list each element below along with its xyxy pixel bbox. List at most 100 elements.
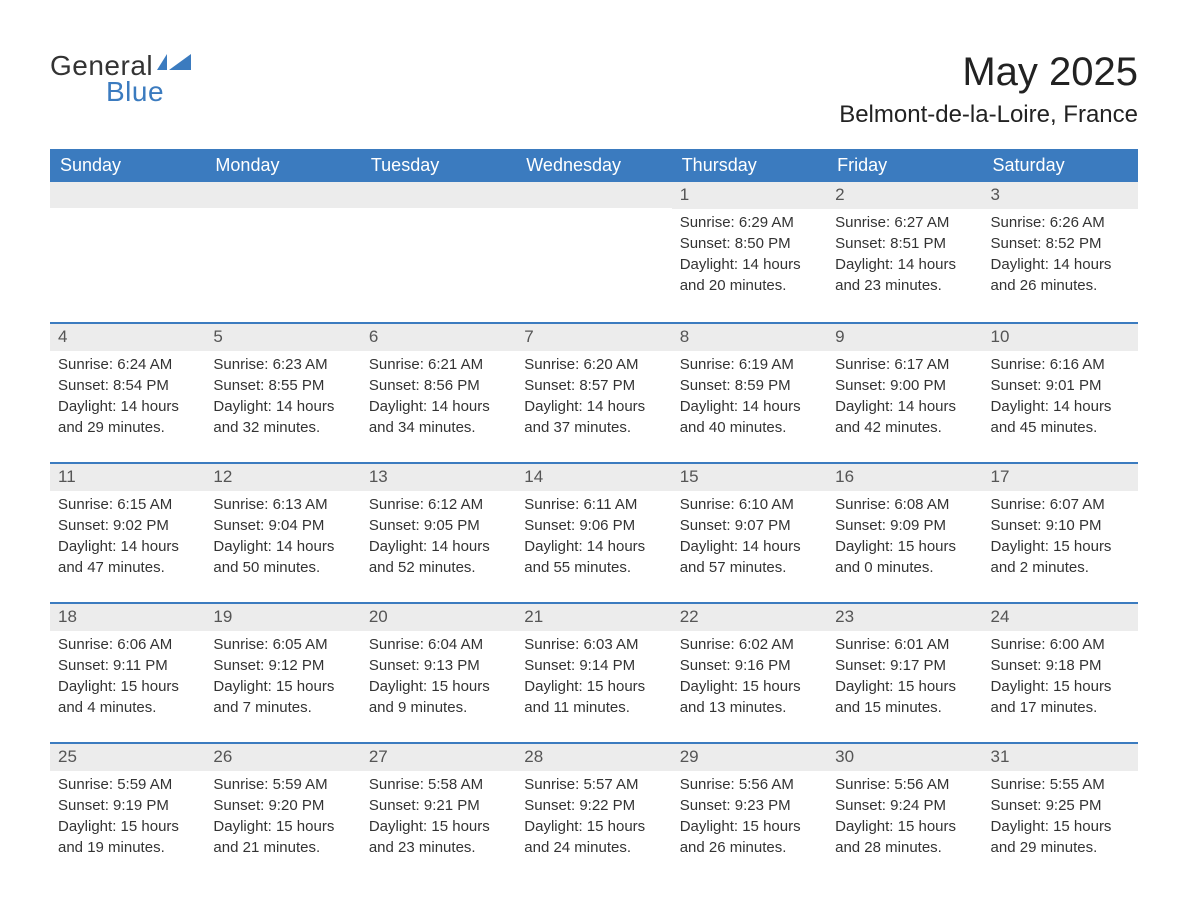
day-body: Sunrise: 5:57 AMSunset: 9:22 PMDaylight:…: [516, 775, 671, 867]
sunrise-label: Sunrise:: [991, 636, 1046, 653]
day-cell: [50, 182, 205, 322]
daylight-label: Daylight:: [680, 538, 738, 555]
sunset-label: Sunset:: [369, 657, 420, 674]
day-cell: 9Sunrise: 6:17 AMSunset: 9:00 PMDaylight…: [827, 324, 982, 462]
day-cell: [205, 182, 360, 322]
day-cell: 28Sunrise: 5:57 AMSunset: 9:22 PMDayligh…: [516, 744, 671, 882]
location: Belmont-de-la-Loire, France: [839, 101, 1138, 129]
daylight-label: Daylight:: [369, 818, 427, 835]
sunset-value: 9:14 PM: [579, 657, 635, 674]
sunset-label: Sunset:: [213, 797, 264, 814]
daylight-line: Daylight: 14 hours and 55 minutes.: [524, 537, 663, 578]
sunset-label: Sunset:: [835, 657, 886, 674]
daylight-line: Daylight: 15 hours and 11 minutes.: [524, 677, 663, 718]
sunset-line: Sunset: 9:01 PM: [991, 376, 1130, 396]
day-number: 30: [827, 744, 982, 771]
sunset-label: Sunset:: [369, 797, 420, 814]
sunset-value: 9:05 PM: [424, 517, 480, 534]
day-body: Sunrise: 5:56 AMSunset: 9:24 PMDaylight:…: [827, 775, 982, 867]
sunrise-label: Sunrise:: [680, 636, 735, 653]
week-row: 11Sunrise: 6:15 AMSunset: 9:02 PMDayligh…: [50, 462, 1138, 602]
sunset-line: Sunset: 8:55 PM: [213, 376, 352, 396]
sunset-value: 9:01 PM: [1046, 377, 1102, 394]
title-block: May 2025 Belmont-de-la-Loire, France: [839, 50, 1138, 141]
sunrise-label: Sunrise:: [835, 356, 890, 373]
day-body: Sunrise: 5:55 AMSunset: 9:25 PMDaylight:…: [983, 775, 1138, 867]
daylight-label: Daylight:: [58, 398, 116, 415]
sunrise-value: 6:29 AM: [739, 214, 794, 231]
daylight-line: Daylight: 14 hours and 26 minutes.: [991, 255, 1130, 296]
day-number: 4: [50, 324, 205, 351]
sunset-label: Sunset:: [680, 235, 731, 252]
sunrise-label: Sunrise:: [58, 776, 113, 793]
sunrise-value: 6:07 AM: [1050, 496, 1105, 513]
dow-cell: Sunday: [50, 149, 205, 182]
sunset-label: Sunset:: [213, 517, 264, 534]
day-number: 2: [827, 182, 982, 209]
sunrise-value: 6:26 AM: [1050, 214, 1105, 231]
sunset-value: 9:19 PM: [113, 797, 169, 814]
sunset-line: Sunset: 9:25 PM: [991, 796, 1130, 816]
daylight-label: Daylight:: [369, 538, 427, 555]
sunset-value: 8:50 PM: [735, 235, 791, 252]
sunrise-line: Sunrise: 6:19 AM: [680, 355, 819, 375]
sunset-value: 8:54 PM: [113, 377, 169, 394]
daylight-line: Daylight: 15 hours and 9 minutes.: [369, 677, 508, 718]
day-body: Sunrise: 6:27 AMSunset: 8:51 PMDaylight:…: [827, 213, 982, 305]
daylight-line: Daylight: 14 hours and 20 minutes.: [680, 255, 819, 296]
sunrise-value: 6:17 AM: [894, 356, 949, 373]
daylight-line: Daylight: 14 hours and 42 minutes.: [835, 397, 974, 438]
sunset-line: Sunset: 9:06 PM: [524, 516, 663, 536]
week-row: 1Sunrise: 6:29 AMSunset: 8:50 PMDaylight…: [50, 182, 1138, 322]
sunrise-value: 6:00 AM: [1050, 636, 1105, 653]
day-cell: 6Sunrise: 6:21 AMSunset: 8:56 PMDaylight…: [361, 324, 516, 462]
sunrise-line: Sunrise: 6:03 AM: [524, 635, 663, 655]
day-cell: 11Sunrise: 6:15 AMSunset: 9:02 PMDayligh…: [50, 464, 205, 602]
day-number: 12: [205, 464, 360, 491]
sunset-label: Sunset:: [991, 235, 1042, 252]
sunrise-label: Sunrise:: [58, 356, 113, 373]
sunrise-label: Sunrise:: [991, 356, 1046, 373]
day-number: 24: [983, 604, 1138, 631]
day-cell: 2 Sunrise: 6:27 AMSunset: 8:51 PMDaylight…: [827, 182, 982, 322]
sunset-line: Sunset: 9:07 PM: [680, 516, 819, 536]
day-body: Sunrise: 6:13 AMSunset: 9:04 PMDaylight:…: [205, 495, 360, 587]
daylight-label: Daylight:: [680, 678, 738, 695]
daylight-label: Daylight:: [835, 678, 893, 695]
dow-cell: Friday: [827, 149, 982, 182]
sunset-label: Sunset:: [835, 797, 886, 814]
day-cell: 14Sunrise: 6:11 AMSunset: 9:06 PMDayligh…: [516, 464, 671, 602]
day-body: Sunrise: 6:26 AMSunset: 8:52 PMDaylight:…: [983, 213, 1138, 305]
sunrise-line: Sunrise: 6:00 AM: [991, 635, 1130, 655]
daylight-label: Daylight:: [835, 538, 893, 555]
sunset-line: Sunset: 9:16 PM: [680, 656, 819, 676]
sunset-value: 9:23 PM: [735, 797, 791, 814]
daylight-line: Daylight: 14 hours and 45 minutes.: [991, 397, 1130, 438]
day-cell: 4Sunrise: 6:24 AMSunset: 8:54 PMDaylight…: [50, 324, 205, 462]
sunrise-label: Sunrise:: [835, 214, 890, 231]
sunset-line: Sunset: 9:02 PM: [58, 516, 197, 536]
day-number: 8: [672, 324, 827, 351]
day-cell: 13Sunrise: 6:12 AMSunset: 9:05 PMDayligh…: [361, 464, 516, 602]
sunrise-value: 6:11 AM: [583, 496, 637, 513]
daylight-label: Daylight:: [213, 538, 271, 555]
sunset-label: Sunset:: [680, 657, 731, 674]
sunrise-line: Sunrise: 6:12 AM: [369, 495, 508, 515]
day-number: [361, 182, 516, 208]
day-cell: 23Sunrise: 6:01 AMSunset: 9:17 PMDayligh…: [827, 604, 982, 742]
sunrise-label: Sunrise:: [835, 636, 890, 653]
daylight-line: Daylight: 14 hours and 37 minutes.: [524, 397, 663, 438]
day-body: Sunrise: 6:21 AMSunset: 8:56 PMDaylight:…: [361, 355, 516, 447]
sunrise-line: Sunrise: 6:26 AM: [991, 213, 1130, 233]
sunrise-label: Sunrise:: [213, 356, 268, 373]
sunset-value: 9:13 PM: [424, 657, 480, 674]
sunset-line: Sunset: 9:17 PM: [835, 656, 974, 676]
daylight-label: Daylight:: [524, 678, 582, 695]
sunset-line: Sunset: 9:05 PM: [369, 516, 508, 536]
sunrise-value: 6:15 AM: [117, 496, 172, 513]
day-cell: 30 Sunrise: 5:56 AMSunset: 9:24 PMDayligh…: [827, 744, 982, 882]
sunset-label: Sunset:: [991, 657, 1042, 674]
sunrise-line: Sunrise: 6:15 AM: [58, 495, 197, 515]
sunset-value: 8:56 PM: [424, 377, 480, 394]
daylight-label: Daylight:: [58, 538, 116, 555]
